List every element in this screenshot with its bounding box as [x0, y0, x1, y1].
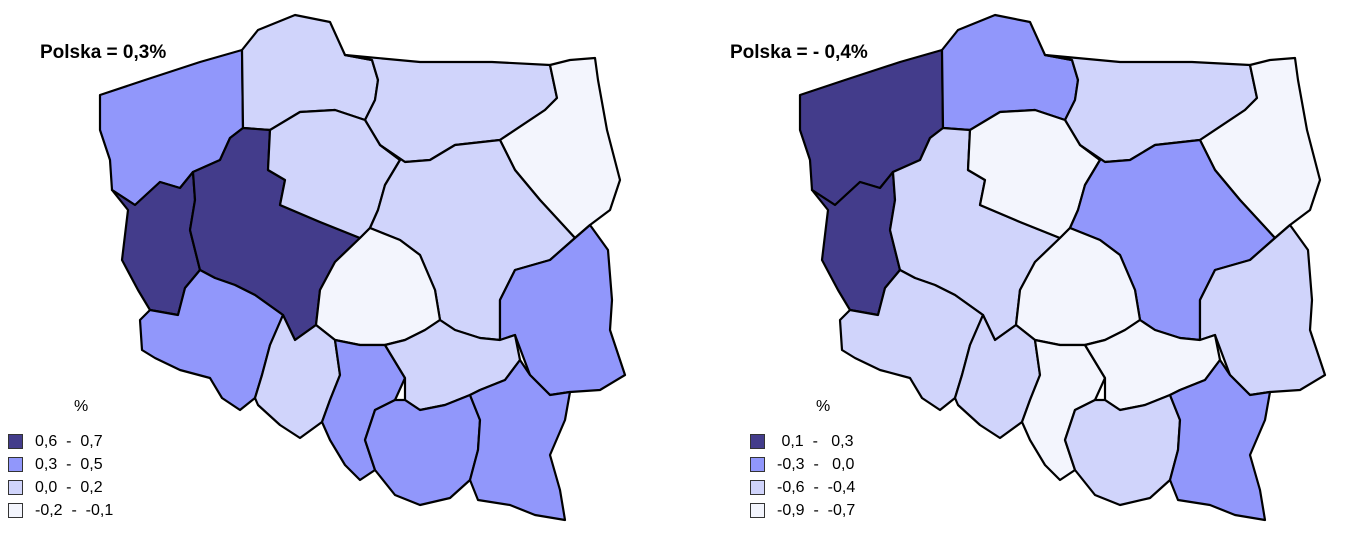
map-panel-right: Polska = - 0,4% % 0,1 - 0,3 -0,3 - 0,0 -…: [700, 0, 1340, 545]
map-title: Polska = - 0,4%: [730, 42, 868, 63]
legend-item: 0,3 - 0,5: [8, 453, 113, 476]
region-malopolskie: [1063, 393, 1182, 507]
legend-item: -0,9 - -0,7: [750, 499, 855, 522]
legend-swatch: [750, 503, 765, 518]
choropleth-map-right: [798, 13, 1327, 522]
legend-unit: %: [816, 398, 831, 415]
legend-item: -0,2 - -0,1: [8, 499, 113, 522]
legend-swatch: [8, 457, 23, 472]
legend-item: 0,0 - 0,2: [8, 476, 113, 499]
legend-swatch: [750, 480, 765, 495]
legend-label: 0,3 - 0,5: [35, 455, 103, 473]
legend-item: 0,1 - 0,3: [750, 430, 855, 453]
legend-label: 0,6 - 0,7: [35, 432, 103, 450]
legend-item: -0,6 - -0,4: [750, 476, 855, 499]
legend-swatch: [8, 480, 23, 495]
legend-swatch: [8, 434, 23, 449]
region-opolskie: [953, 313, 1042, 440]
legend-label: -0,2 - -0,1: [35, 501, 114, 519]
legend-swatch: [750, 434, 765, 449]
map-panel-left: Polska = 0,3% % 0,6 - 0,7 0,3 - 0,5 0,0 …: [0, 0, 640, 545]
region-podkarpackie: [468, 358, 572, 522]
legend-swatch: [750, 457, 765, 472]
map-title: Polska = 0,3%: [40, 42, 167, 63]
legend-label: -0,9 - -0,7: [777, 501, 856, 519]
legend-right: % 0,1 - 0,3 -0,3 - 0,0 -0,6 - -0,4 -0,9 …: [750, 398, 855, 522]
legend-label: 0,1 - 0,3: [777, 432, 854, 450]
region-malopolskie: [363, 393, 482, 507]
legend-swatch: [8, 503, 23, 518]
legend-label: -0,6 - -0,4: [777, 478, 856, 496]
legend-left: % 0,6 - 0,7 0,3 - 0,5 0,0 - 0,2 -0,2 - -…: [8, 398, 113, 522]
region-opolskie: [253, 313, 342, 440]
legend-label: -0,3 - 0,0: [777, 455, 855, 473]
legend-unit: %: [74, 398, 89, 415]
legend-item: -0,3 - 0,0: [750, 453, 855, 476]
legend-label: 0,0 - 0,2: [35, 478, 103, 496]
legend-item: 0,6 - 0,7: [8, 430, 113, 453]
region-podkarpackie: [1168, 358, 1272, 522]
choropleth-map-left: [98, 13, 627, 522]
